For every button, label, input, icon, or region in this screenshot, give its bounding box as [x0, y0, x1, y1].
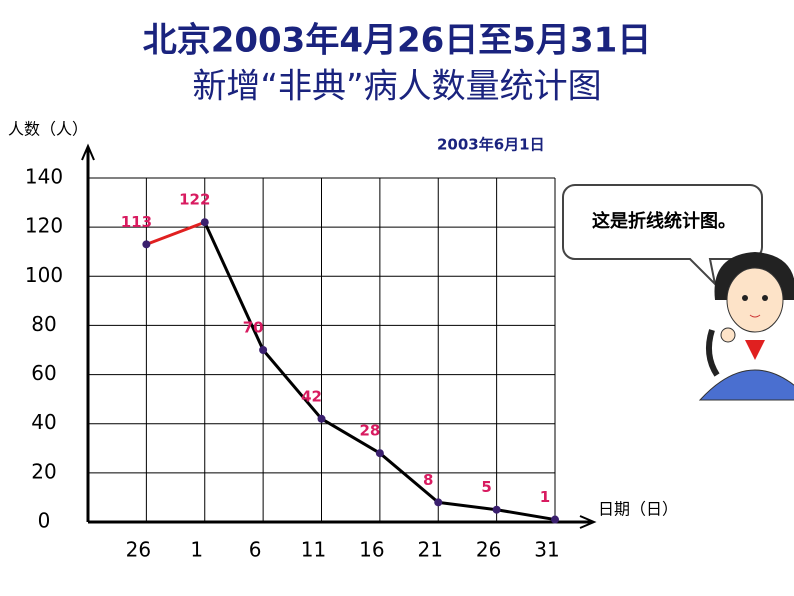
data-label: 70: [243, 319, 264, 337]
data-point: [142, 240, 151, 249]
data-point: [434, 498, 443, 507]
y-tick-label: 20: [31, 459, 56, 483]
data-label: 113: [121, 213, 152, 231]
data-point: [200, 218, 209, 227]
data-label: 5: [481, 478, 491, 496]
line-segment: [203, 221, 265, 351]
x-tick-label: 16: [359, 538, 384, 562]
x-tick-label: 1: [190, 538, 203, 562]
x-tick-label: 26: [476, 538, 501, 562]
y-tick-label: 0: [38, 509, 51, 533]
y-tick-label: 80: [31, 312, 56, 336]
line-segment: [320, 417, 381, 455]
y-axis-label: 人数（人）: [8, 120, 88, 139]
x-tick-label: 31: [534, 538, 559, 562]
data-label: 8: [423, 471, 433, 489]
line-segment: [496, 508, 556, 522]
line-segment: [145, 220, 206, 246]
x-tick-label: 11: [301, 538, 326, 562]
data-label: 28: [359, 422, 380, 440]
chart-title: 北京2003年4月26日至5月31日: [143, 21, 652, 61]
data-point: [259, 346, 268, 354]
x-tick-label: 26: [126, 538, 151, 562]
data-label: 42: [301, 387, 322, 405]
x-axis-label: 日期（日）: [598, 500, 678, 519]
x-axis-arrow: [579, 515, 597, 529]
date-note: 2003年6月1日: [437, 136, 545, 154]
x-tick-label: 6: [249, 538, 262, 562]
y-tick-label: 40: [31, 410, 56, 434]
data-point: [317, 414, 326, 423]
data-point: [551, 515, 559, 524]
speech-text: 这是折线统计图。: [592, 210, 736, 232]
line-segment: [438, 500, 497, 512]
data-point: [492, 505, 501, 514]
chart-subtitle: 新增“非典”病人数量统计图: [192, 67, 601, 107]
y-tick-label: 140: [25, 165, 63, 189]
speech-bubble: 这是折线统计图。: [562, 184, 763, 288]
x-tick-label: 21: [418, 538, 443, 562]
line-segment: [261, 349, 323, 420]
data-label: 1: [540, 488, 550, 506]
y-axis-arrow: [81, 143, 95, 161]
girl-illustration: [698, 252, 794, 401]
y-tick-label: 120: [25, 214, 63, 238]
y-tick-label: 60: [31, 361, 56, 385]
data-label: 122: [179, 191, 210, 209]
line-segment: [378, 452, 440, 504]
y-tick-label: 100: [25, 263, 63, 287]
data-point: [375, 449, 384, 458]
